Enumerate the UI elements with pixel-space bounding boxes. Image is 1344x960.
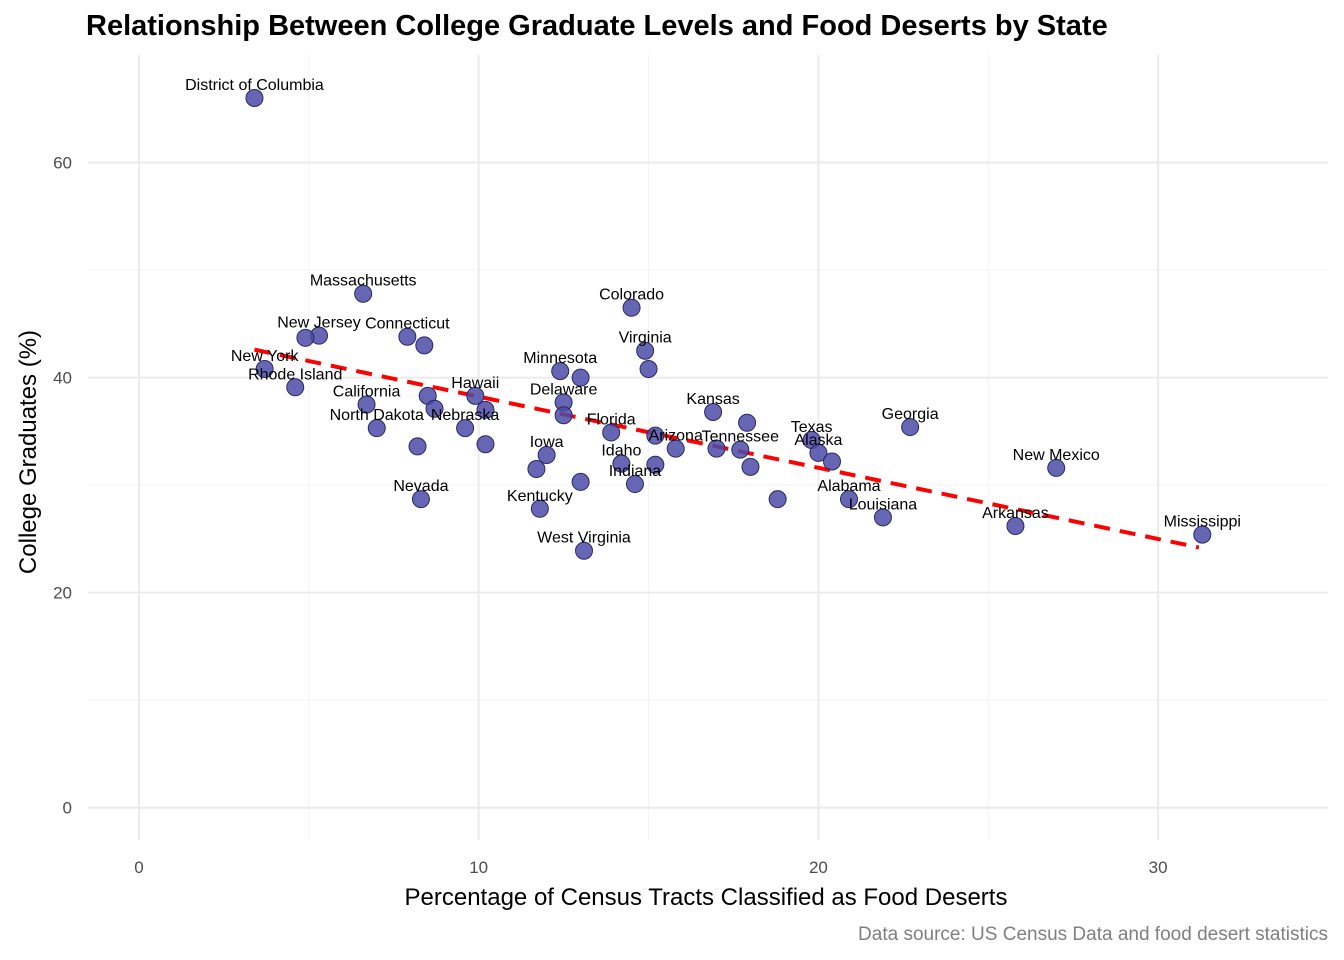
data-point (768, 490, 787, 509)
y-tick-label: 40 (53, 369, 72, 388)
data-point (357, 395, 376, 414)
data-point (809, 443, 828, 462)
point-label: Minnesota (523, 350, 597, 367)
point-label: Connecticut (365, 316, 450, 333)
grid (88, 55, 1328, 840)
data-point (873, 508, 892, 527)
data-point (530, 499, 549, 518)
point-label: Florida (587, 411, 636, 428)
point-label: California (333, 383, 401, 400)
point-label: Mississippi (1164, 514, 1241, 531)
point-labels: District of Columbia Massachusetts Colorad… (185, 77, 1241, 547)
point-label: Alaska (794, 432, 842, 449)
data-point (639, 360, 658, 378)
data-point (411, 490, 430, 509)
data-point (456, 419, 475, 438)
y-axis-title: College Graduates (%) (15, 330, 42, 574)
point-label: Massachusetts (310, 273, 417, 290)
data-point (408, 437, 427, 456)
tick-labels: 0 10 20 30 0 20 40 60 (53, 154, 1168, 877)
data-point (823, 452, 841, 471)
point-label: Iowa (530, 434, 564, 451)
data-point (731, 440, 750, 459)
point-label: Arkansas (982, 505, 1049, 522)
point-label: Rhode Island (248, 366, 342, 383)
point-label: Alabama (817, 478, 880, 495)
data-point (901, 418, 920, 437)
trend-line (254, 347, 1200, 550)
x-tick-label: 30 (1149, 858, 1168, 877)
point-label: North Dakota (330, 407, 424, 424)
trend-line-path (254, 347, 1200, 550)
data-point (1193, 525, 1212, 544)
data-point (354, 284, 373, 303)
data-points (245, 89, 1212, 560)
data-point (666, 439, 685, 458)
data-point (602, 423, 621, 442)
data-point (296, 328, 315, 347)
data-point (415, 336, 434, 355)
point-label: New York (231, 348, 300, 365)
data-point (571, 368, 590, 387)
data-point (646, 426, 665, 445)
x-tick-label: 20 (809, 858, 828, 877)
data-point (476, 435, 495, 454)
data-point (398, 327, 417, 346)
data-point (646, 455, 665, 474)
data-point (286, 378, 305, 397)
point-label: Nebraska (431, 407, 500, 424)
x-tick-label: 10 (469, 858, 488, 877)
data-point (1047, 458, 1066, 477)
point-label: Arizona (649, 428, 703, 445)
data-point (367, 419, 386, 438)
point-label: Georgia (882, 406, 939, 423)
data-point (625, 475, 644, 494)
point-label: Kansas (686, 391, 739, 408)
point-label: Delaware (530, 381, 598, 398)
data-point (551, 362, 570, 381)
data-point (554, 406, 573, 425)
chart-title: Relationship Between College Graduate Le… (86, 10, 1108, 42)
data-point (255, 360, 274, 378)
y-tick-label: 60 (53, 154, 72, 173)
data-point (839, 490, 858, 509)
y-tick-label: 20 (53, 584, 72, 603)
point-label: Indiana (609, 463, 662, 480)
data-point (738, 413, 757, 432)
data-point (245, 89, 264, 108)
point-label: District of Columbia (185, 77, 324, 94)
data-point (537, 446, 556, 465)
data-point (476, 400, 495, 419)
point-label: Virginia (619, 330, 672, 347)
point-label: Tennessee (702, 429, 779, 446)
data-point (707, 439, 726, 458)
data-point (575, 541, 593, 560)
x-tick-label: 0 (134, 858, 143, 877)
point-label: Texas (791, 419, 833, 436)
data-point (527, 460, 546, 479)
point-label: Kentucky (507, 488, 573, 505)
data-point (425, 399, 444, 418)
point-label: New Jersey (277, 315, 361, 332)
data-point (612, 454, 631, 473)
data-point (741, 457, 760, 476)
point-label: Nevada (393, 478, 448, 495)
y-tick-label: 0 (63, 799, 72, 818)
data-point (704, 403, 723, 422)
point-label: Louisiana (849, 496, 918, 513)
data-point (571, 472, 590, 491)
data-point (636, 341, 655, 360)
point-label: West Virginia (537, 530, 631, 547)
data-point (1006, 517, 1025, 535)
data-point (622, 298, 641, 317)
data-point (466, 386, 485, 405)
point-label: Idaho (601, 443, 641, 460)
point-label: Hawaii (451, 375, 499, 392)
point-label: Colorado (599, 287, 664, 304)
x-axis-title: Percentage of Census Tracts Classified a… (405, 884, 1008, 911)
point-label: New Mexico (1013, 447, 1100, 464)
caption: Data source: US Census Data and food des… (858, 924, 1328, 945)
